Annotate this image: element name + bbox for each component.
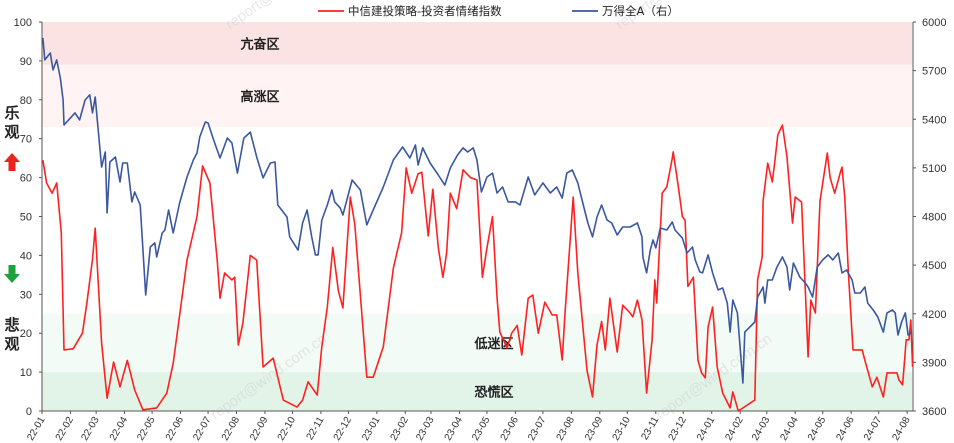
y-right-tick-label: 3900 [922, 357, 946, 369]
y-right-tick-label: 5100 [922, 163, 946, 175]
optimistic-label: 观 [4, 123, 19, 141]
x-tick-label: 23-09 [583, 415, 606, 443]
y-left-tick-label: 10 [20, 367, 32, 379]
x-tick-label: 23-07 [526, 415, 549, 443]
legend: 中信建投策略-投资者情绪指数 万得全A（右） [318, 4, 679, 18]
y-right-tick-label: 5400 [922, 114, 946, 126]
x-tick-label: 24-01 [695, 415, 718, 443]
zone-band [42, 22, 912, 65]
x-tick-label: 24-04 [778, 415, 801, 443]
x-tick-label: 24-07 [862, 415, 885, 443]
pessimistic-label: 观 [4, 335, 19, 353]
arrow-down-icon [4, 265, 20, 283]
optimistic-label: 乐 [4, 104, 19, 122]
y-right-tick-label: 3600 [922, 406, 946, 418]
zone-label: 高涨区 [240, 89, 279, 105]
y-left-tick-label: 20 [20, 328, 32, 340]
x-tick-label: 23-02 [389, 415, 412, 443]
y-left-tick-label: 40 [20, 250, 32, 262]
x-tick-label: 22-06 [164, 415, 187, 443]
y-right-tick-label: 6000 [922, 17, 946, 29]
x-tick-label: 23-10 [611, 415, 634, 443]
x-tick-label: 22-03 [79, 415, 102, 443]
legend-label: 中信建投策略-投资者情绪指数 [348, 4, 502, 18]
x-tick-label: 22-09 [248, 415, 271, 443]
zone-label: 恐慌区 [474, 385, 513, 401]
x-tick-label: 24-06 [834, 415, 857, 443]
zone-band [42, 372, 912, 411]
pessimistic-label: 悲 [4, 316, 19, 334]
arrow-up-icon [4, 153, 20, 171]
zone-band [42, 313, 912, 373]
x-tick-label: 22-11 [305, 415, 327, 442]
x-tick-label: 22-12 [332, 415, 355, 443]
y-left-tick-label: 90 [20, 56, 32, 68]
y-left-tick-label: 70 [20, 134, 32, 146]
x-tick-label: 24-02 [723, 415, 746, 443]
x-tick-label: 22-05 [135, 415, 158, 443]
x-tick-label: 23-08 [555, 415, 578, 443]
x-tick-label: 24-05 [806, 415, 829, 443]
x-tick-label: 23-05 [470, 415, 493, 443]
x-tick-label: 24-08 [890, 415, 913, 443]
y-left-tick-label: 30 [20, 289, 32, 301]
x-tick-label: 22-01 [25, 415, 48, 443]
x-tick-label: 23-03 [414, 415, 437, 443]
x-tick-label: 23-12 [667, 415, 690, 443]
y-left-tick-label: 80 [20, 95, 32, 107]
x-tick-label: 23-04 [443, 415, 466, 443]
sentiment-index-line [42, 124, 914, 412]
y-left-tick-label: 60 [20, 173, 32, 185]
zone-band [42, 64, 912, 128]
zone-label: 低迷区 [473, 336, 513, 352]
x-tick-label: 22-07 [191, 415, 214, 443]
y-right-tick-label: 5700 [922, 66, 946, 78]
x-tick-label: 24-03 [750, 415, 773, 443]
x-tick-label: 22-04 [108, 415, 131, 443]
y-left-tick-label: 100 [14, 17, 32, 29]
series-lines [42, 37, 914, 412]
y-left-tick-label: 0 [26, 406, 32, 418]
x-tick-label: 23-01 [360, 415, 383, 443]
wind-all-a-line [42, 37, 913, 384]
x-tick-label: 22-10 [276, 415, 299, 443]
legend-label: 万得全A（右） [602, 4, 679, 18]
x-tick-label: 22-02 [54, 415, 77, 443]
y-right-tick-label: 4500 [922, 260, 946, 272]
y-right-tick-label: 4800 [922, 212, 946, 224]
x-tick-label: 23-11 [639, 415, 661, 442]
x-tick-label: 23-06 [499, 415, 522, 443]
y-left-tick-label: 50 [20, 212, 32, 224]
y-right-tick-label: 4200 [922, 309, 946, 321]
zone-label: 亢奋区 [240, 36, 279, 52]
